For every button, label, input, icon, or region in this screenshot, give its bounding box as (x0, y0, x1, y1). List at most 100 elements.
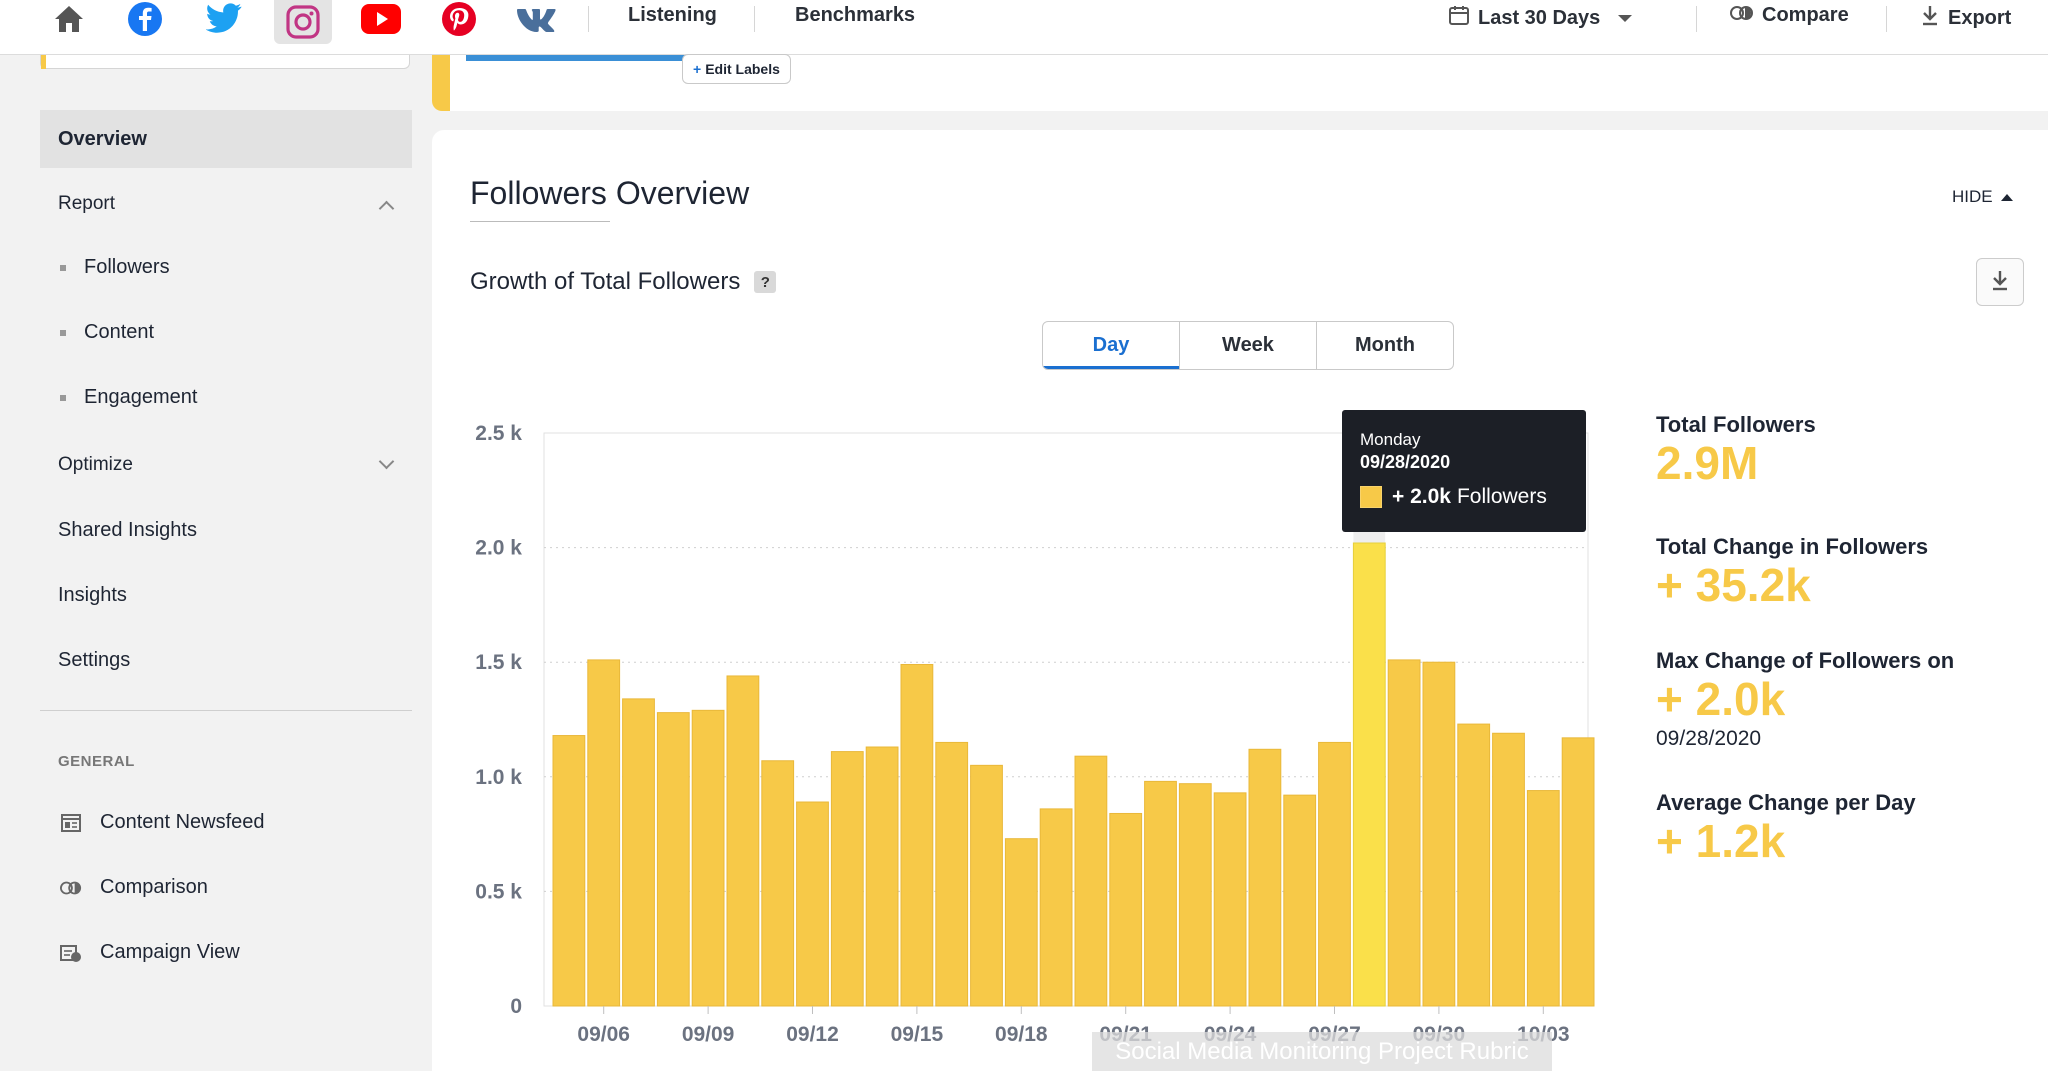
chart-bar[interactable] (970, 764, 1003, 1007)
stat-value: 2.9M (1656, 437, 1759, 489)
tooltip-label: Followers (1456, 485, 1547, 508)
chart-bar[interactable] (900, 663, 934, 1007)
chart-bar[interactable] (865, 746, 899, 1007)
chart-bar[interactable] (935, 741, 969, 1007)
sidebar-item-report[interactable]: Report (40, 175, 412, 233)
youtube-icon[interactable] (352, 0, 410, 38)
sidebar-item-overview[interactable]: Overview (40, 110, 412, 168)
sidebar-item-content[interactable]: Content (60, 321, 154, 344)
chart-subtitle-text: Growth of Total Followers (470, 268, 741, 295)
sidebar-item-optimize[interactable]: Optimize (40, 436, 412, 494)
calendar-icon (1448, 4, 1470, 32)
y-axis: 0 0.5 k 1.0 k 1.5 k 2.0 k 2.5 k (475, 422, 522, 1018)
help-icon[interactable]: ? (754, 271, 777, 293)
edit-labels-button[interactable]: + Edit Labels (682, 54, 791, 84)
chart-bar[interactable] (1492, 732, 1525, 1007)
chart-bar[interactable] (1422, 661, 1456, 1007)
sidebar-item-campaign-view[interactable]: Campaign View (60, 941, 240, 964)
compare-button[interactable]: Compare (1730, 4, 1849, 27)
chart-bar[interactable] (1074, 755, 1108, 1007)
compare-icon (1730, 4, 1754, 27)
campaign-icon (60, 942, 82, 964)
download-chart-button[interactable] (1976, 258, 2024, 306)
chart-bar[interactable] (796, 801, 829, 1007)
compare-icon (60, 877, 82, 899)
sidebar-item-label: Insights (58, 583, 127, 606)
tooltip-value: + 2.0k (1392, 485, 1451, 508)
chart-bar[interactable] (1318, 741, 1351, 1007)
chart-bar[interactable] (1213, 792, 1247, 1007)
sidebar-search-field[interactable] (40, 55, 410, 69)
sidebar-item-insights[interactable]: Insights (40, 566, 412, 624)
chart-bar[interactable] (1144, 780, 1177, 1007)
download-icon (1920, 4, 1940, 32)
period-month-button[interactable]: Month (1355, 334, 1415, 356)
sidebar-item-comparison[interactable]: Comparison (60, 876, 208, 899)
chart-bar[interactable] (1457, 723, 1491, 1007)
chevron-down-icon (1618, 14, 1633, 22)
stat-total-followers: Total Followers 2.9M (1656, 412, 1816, 489)
y-tick-label: 0.5 k (475, 880, 522, 903)
chart-bar[interactable] (1004, 838, 1038, 1007)
sidebar-item-label: Shared Insights (58, 518, 197, 541)
nav-benchmarks[interactable]: Benchmarks (795, 4, 916, 26)
sidebar-section-general: GENERAL (58, 753, 135, 770)
chart-bar[interactable] (1387, 659, 1421, 1007)
home-icon[interactable] (40, 0, 98, 38)
top-bar: Listening Benchmarks Last 30 Days Compar… (0, 0, 2048, 55)
followers-growth-chart: 0 0.5 k 1.0 k 1.5 k 2.0 k 2.5 k 09/06 09/09 09/… (475, 422, 1595, 1046)
nav-listening[interactable]: Listening (628, 4, 717, 26)
tooltip-value-line: + 2.0k Followers (1360, 485, 1568, 509)
chart-bar[interactable] (1283, 794, 1317, 1007)
newsfeed-icon (60, 812, 82, 834)
divider (754, 6, 755, 32)
chart-bar[interactable] (1526, 790, 1560, 1007)
sidebar-divider (40, 710, 412, 711)
sidebar-item-label: Comparison (100, 876, 208, 898)
chart-bar[interactable] (552, 735, 586, 1007)
pinterest-icon[interactable] (430, 0, 488, 38)
sidebar-item-settings[interactable]: Settings (40, 631, 412, 689)
chart-bar[interactable] (587, 659, 621, 1007)
instagram-icon[interactable] (274, 0, 332, 44)
sidebar-item-engagement[interactable]: Engagement (60, 386, 197, 409)
caret-up-icon (2000, 193, 2013, 201)
chart-bar[interactable] (1248, 748, 1282, 1007)
stat-label: Max Change of Followers on (1656, 648, 1955, 673)
sidebar-item-label: Optimize (58, 454, 133, 475)
chart-bar[interactable] (622, 698, 655, 1007)
y-tick-label: 1.0 k (475, 766, 522, 789)
vk-icon[interactable] (510, 0, 568, 38)
chart-bar[interactable] (1039, 808, 1073, 1007)
export-button[interactable]: Export (1920, 4, 2011, 32)
date-range-dropdown[interactable]: Last 30 Days (1448, 4, 1633, 32)
sidebar-item-label: Followers (84, 256, 170, 278)
sidebar-item-shared-insights[interactable]: Shared Insights (40, 501, 412, 559)
chart-bar[interactable] (1561, 737, 1595, 1007)
sidebar-item-content-newsfeed[interactable]: Content Newsfeed (60, 811, 265, 834)
x-tick-label: 09/18 (995, 1023, 1048, 1046)
chart-bar[interactable] (830, 751, 864, 1007)
title-underline (470, 221, 610, 222)
facebook-icon[interactable] (116, 0, 174, 38)
sidebar-item-label: Overview (58, 127, 147, 150)
period-week-button[interactable]: Week (1180, 322, 1317, 369)
x-tick-label: 09/06 (577, 1023, 630, 1046)
chart-bar[interactable] (691, 709, 725, 1007)
chart-bar[interactable] (1352, 542, 1386, 1007)
chart-bar[interactable] (1109, 812, 1143, 1007)
chart-bar[interactable] (1178, 783, 1212, 1007)
chart-bar[interactable] (726, 675, 760, 1007)
y-tick-label: 2.5 k (475, 422, 522, 445)
legend-swatch (1360, 486, 1382, 508)
hide-button[interactable]: HIDE (1952, 187, 2013, 207)
y-tick-label: 2.0 k (475, 537, 522, 560)
period-day-button[interactable]: Day (1043, 322, 1180, 369)
chart-bar[interactable] (656, 712, 690, 1007)
chart-bar[interactable] (761, 760, 795, 1007)
stat-value: + 35.2k (1656, 559, 1811, 611)
stat-average-change: Average Change per Day + 1.2k (1656, 790, 1916, 867)
y-tick-label: 1.5 k (475, 651, 522, 674)
twitter-icon[interactable] (196, 0, 254, 38)
sidebar-item-followers[interactable]: Followers (60, 256, 170, 279)
